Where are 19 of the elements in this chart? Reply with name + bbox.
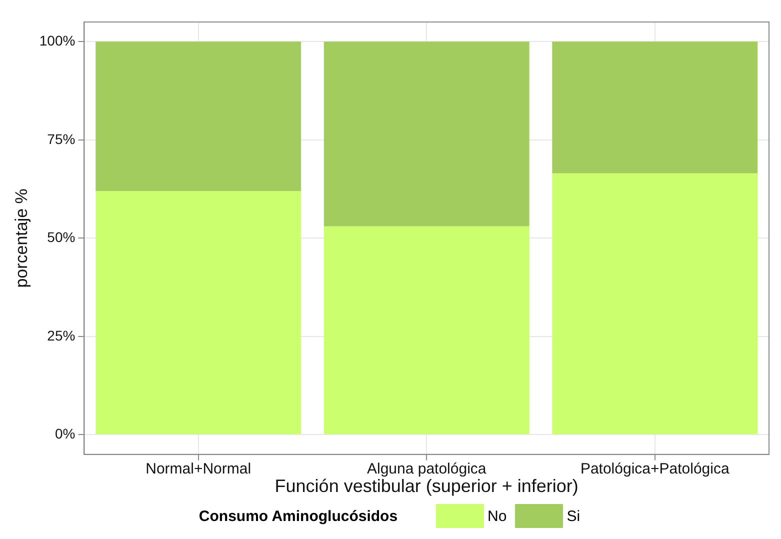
bar bbox=[96, 191, 302, 434]
y-tick-label: 0% bbox=[54, 426, 76, 442]
x-tick-label: Patológica+Patológica bbox=[580, 460, 730, 478]
bar bbox=[552, 173, 758, 434]
y-tick-label: 100% bbox=[39, 32, 76, 49]
legend-title: Consumo Aminoglucósidos bbox=[198, 508, 398, 524]
y-tick-label: 75% bbox=[47, 130, 76, 147]
bar bbox=[552, 42, 758, 174]
y-tick-label: 50% bbox=[47, 229, 76, 246]
x-tick-label: Alguna patológica bbox=[366, 460, 487, 478]
x-axis-title: Función vestibular (superior + inferior) bbox=[274, 476, 578, 496]
bar bbox=[324, 226, 530, 434]
y-axis-title: porcentaje % bbox=[12, 188, 31, 288]
legend-label: Si bbox=[566, 508, 580, 524]
x-tick-label: Normal+Normal bbox=[146, 460, 252, 478]
legend-label: No bbox=[488, 508, 507, 524]
bar bbox=[96, 42, 302, 192]
bar bbox=[324, 42, 530, 226]
y-tick-label: 25% bbox=[47, 327, 76, 344]
